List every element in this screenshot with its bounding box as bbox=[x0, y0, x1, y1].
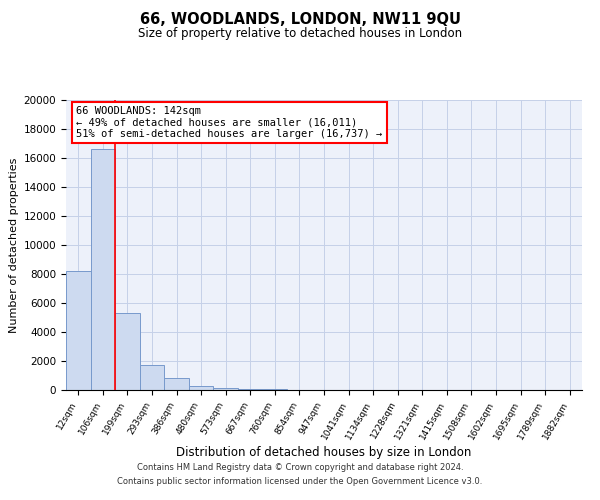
Bar bbox=[189, 386, 214, 390]
Bar bbox=[140, 364, 164, 390]
Bar bbox=[66, 271, 91, 390]
Text: 66 WOODLANDS: 142sqm
← 49% of detached houses are smaller (16,011)
51% of semi-d: 66 WOODLANDS: 142sqm ← 49% of detached h… bbox=[76, 106, 383, 139]
Text: Contains public sector information licensed under the Open Government Licence v3: Contains public sector information licen… bbox=[118, 477, 482, 486]
Bar bbox=[91, 150, 115, 390]
Text: Size of property relative to detached houses in London: Size of property relative to detached ho… bbox=[138, 28, 462, 40]
Bar bbox=[238, 388, 263, 390]
Bar bbox=[263, 389, 287, 390]
Y-axis label: Number of detached properties: Number of detached properties bbox=[10, 158, 19, 332]
Bar bbox=[115, 313, 140, 390]
Bar bbox=[214, 388, 238, 390]
Text: Contains HM Land Registry data © Crown copyright and database right 2024.: Contains HM Land Registry data © Crown c… bbox=[137, 464, 463, 472]
Text: 66, WOODLANDS, LONDON, NW11 9QU: 66, WOODLANDS, LONDON, NW11 9QU bbox=[139, 12, 461, 28]
Bar bbox=[164, 378, 189, 390]
X-axis label: Distribution of detached houses by size in London: Distribution of detached houses by size … bbox=[176, 446, 472, 460]
